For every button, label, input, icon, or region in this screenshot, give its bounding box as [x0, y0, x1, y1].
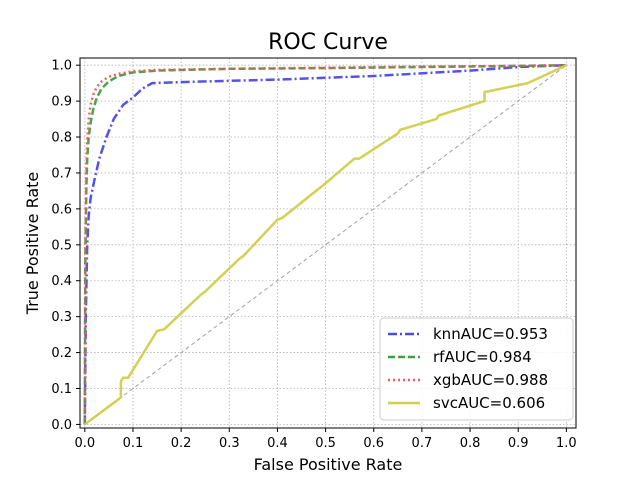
legend-label-2: xgbAUC=0.988: [433, 371, 548, 389]
chance-diagonal-line: [84, 64, 567, 425]
legend: knnAUC=0.953 rfAUC=0.984 xgbAUC=0.988 svcAU…: [379, 317, 574, 421]
y-tick-label: 0.0: [51, 418, 72, 433]
legend-label-0: knnAUC=0.953: [433, 325, 548, 343]
y-tick-label: 0.3: [51, 310, 72, 325]
plot-frame: [79, 57, 577, 429]
axis-ticks: 0.0 0.1 0.2 0.3 0.4 0.5 0.6 0.7 0.8 0.9 1.0 0.0 0.1 0…: [51, 59, 576, 451]
x-tick-label: 0.2: [171, 436, 192, 451]
y-tick-label: 0.1: [51, 382, 72, 397]
y-tick-label: 0.7: [51, 166, 72, 181]
y-tick-label: 1.0: [51, 59, 72, 74]
x-axis-label: False Positive Rate: [254, 455, 403, 474]
x-tick-label: 0.9: [508, 436, 529, 451]
x-tick-label: 1.0: [556, 436, 577, 451]
x-tick-label: 0.7: [412, 436, 433, 451]
x-tick-label: 0.6: [363, 436, 384, 451]
y-tick-label: 0.6: [51, 202, 72, 217]
x-tick-label: 0.3: [219, 436, 240, 451]
y-tick-label: 0.2: [51, 346, 72, 361]
legend-label-1: rfAUC=0.984: [433, 348, 532, 366]
y-tick-label: 0.8: [51, 131, 72, 146]
y-axis-label: True Positive Rate: [23, 172, 42, 316]
series-line-3: [84, 64, 567, 426]
x-tick-label: 0.8: [460, 436, 481, 451]
series-lines: [83, 63, 567, 426]
x-tick-label: 0.4: [267, 436, 288, 451]
x-tick-label: 0.5: [315, 436, 336, 451]
x-tick-label: 0.0: [74, 436, 95, 451]
y-tick-label: 0.5: [51, 238, 72, 253]
x-tick-label: 0.1: [123, 436, 144, 451]
legend-label-3: svcAUC=0.606: [433, 394, 545, 412]
series-line-0: [83, 63, 567, 425]
y-tick-label: 0.9: [51, 95, 72, 110]
legend-box: [379, 317, 574, 421]
chart-title: ROC Curve: [268, 30, 388, 55]
y-tick-label: 0.4: [51, 274, 72, 289]
series-line-2: [83, 63, 567, 425]
